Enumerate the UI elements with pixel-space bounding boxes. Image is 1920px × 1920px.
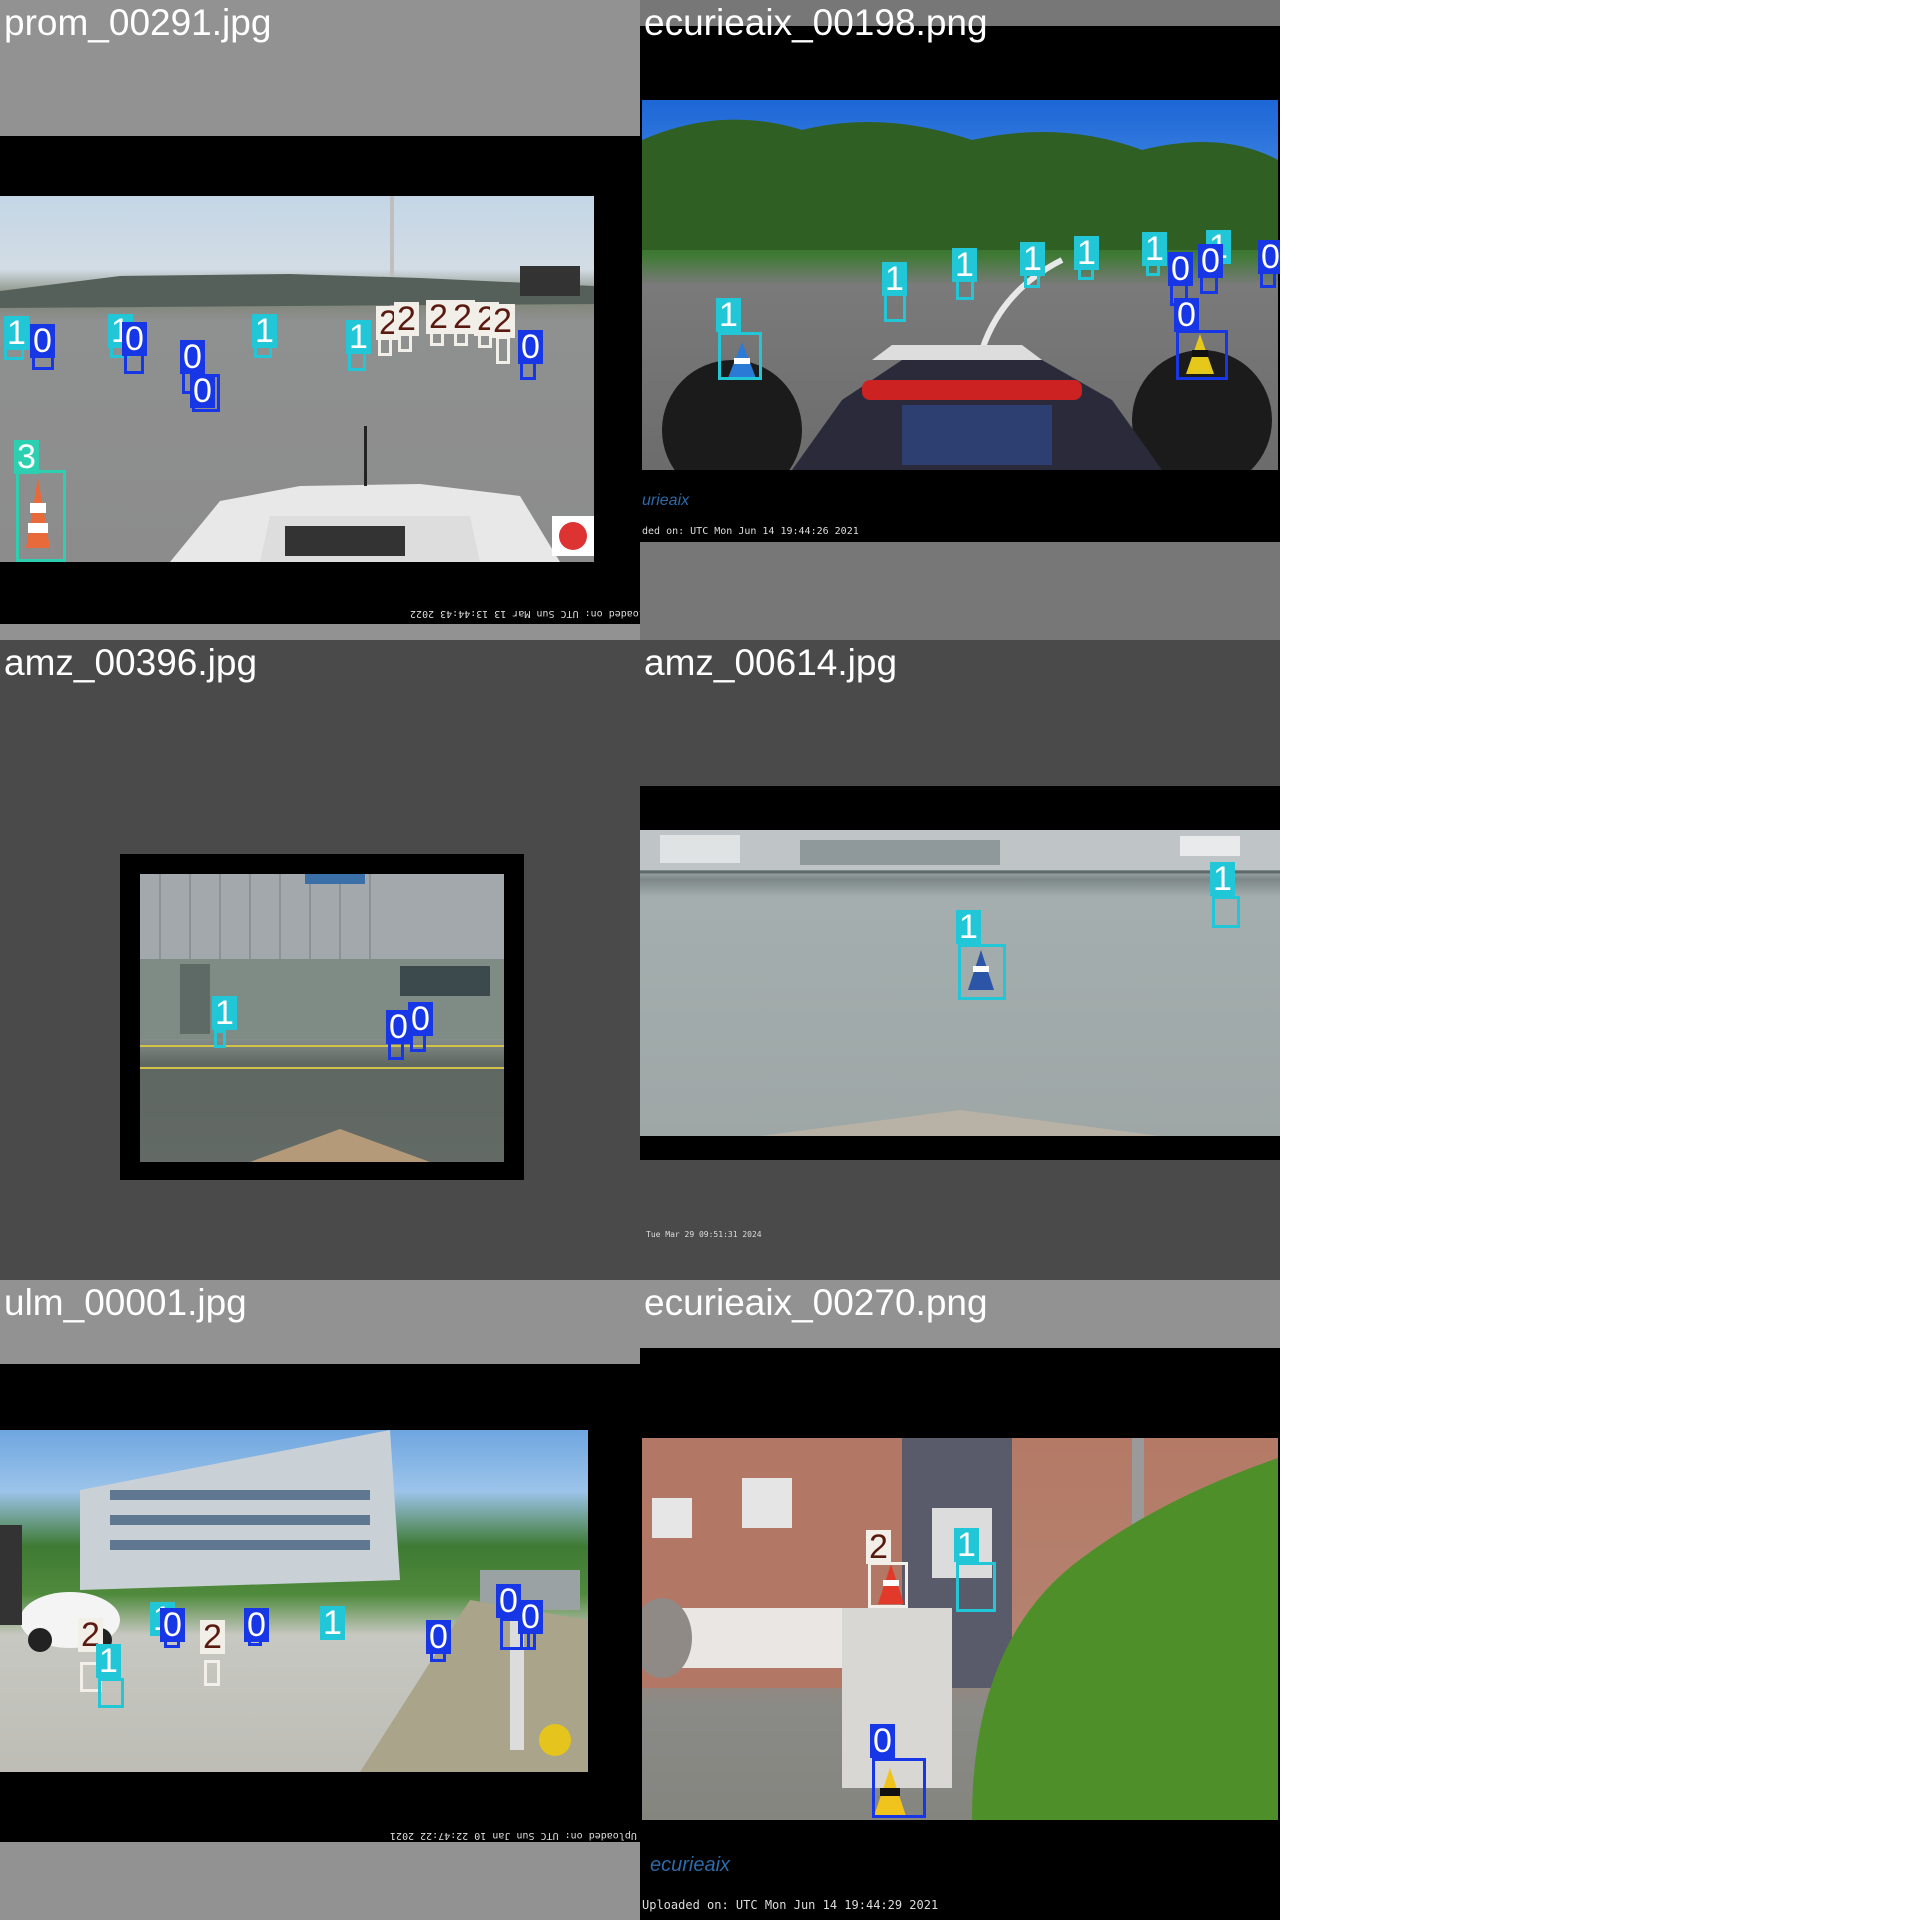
detection-box [214, 1030, 226, 1048]
detection-box [956, 1562, 996, 1612]
cone-icon [968, 950, 994, 990]
detection-box [204, 1660, 220, 1686]
camera-image [140, 874, 504, 1162]
detection-box [718, 332, 762, 380]
camera-image [0, 1430, 588, 1772]
detection-box [16, 470, 66, 562]
upload-timestamp: Uploaded on: UTC Sun Mar 13 13:44:43 202… [410, 608, 640, 619]
detection-label: 2 [394, 302, 419, 336]
upload-timestamp: Tue Mar 29 09:51:31 2024 [646, 1230, 762, 1239]
detection-label: 1 [252, 314, 277, 348]
tile-ecurieaix-00198: ecurieaix_00198.png 1 [640, 0, 1280, 640]
detection-label: 1 [954, 1528, 979, 1562]
detection-label: 0 [1174, 298, 1199, 332]
upload-timestamp: ded on: UTC Mon Jun 14 19:44:26 2021 [642, 526, 859, 537]
detection-label: 1 [4, 316, 29, 350]
detection-label: 1 [716, 298, 741, 332]
cone-icon [874, 1768, 906, 1816]
detection-label: 1 [212, 996, 237, 1030]
detection-box [500, 1618, 530, 1650]
detection-label: 1 [882, 262, 907, 296]
upload-timestamp: Uploaded on: UTC Sun Jan 10 22:47:22 202… [390, 1830, 637, 1841]
cone-icon [878, 1564, 904, 1604]
detection-label: 0 [870, 1724, 895, 1758]
tile-filename: ecurieaix_00270.png [644, 1282, 988, 1323]
detection-label: 1 [952, 248, 977, 282]
detection-label: 0 [408, 1002, 433, 1036]
ecurieaix-logo: ecurieaix [650, 1854, 731, 1876]
upload-timestamp: Uploaded on: UTC Mon Jun 14 19:44:29 202… [642, 1898, 939, 1912]
detection-label: 2 [426, 300, 451, 334]
tile-filename: ecurieaix_00198.png [644, 2, 988, 43]
detection-label: 1 [96, 1644, 121, 1678]
tile-prom-00291: prom_00291.jpg 1 1 [0, 0, 640, 640]
detection-label: 0 [518, 1600, 543, 1634]
cone-icon [1186, 334, 1214, 374]
detection-label: 0 [1258, 240, 1280, 274]
tile-filename: amz_00396.jpg [4, 642, 258, 683]
detection-label: 0 [426, 1620, 451, 1654]
detection-label: 0 [386, 1010, 411, 1044]
camera-image [0, 196, 594, 562]
detection-label: 1 [346, 320, 371, 354]
detection-mosaic: prom_00291.jpg 1 1 [0, 0, 1280, 1920]
detection-box [872, 1758, 926, 1818]
tile-ulm-00001: ulm_00001.jpg 2 2 1 [0, 1280, 640, 1920]
detection-label: 0 [518, 330, 543, 364]
detection-label: 1 [320, 1606, 345, 1640]
detection-label: 0 [1198, 244, 1223, 278]
detection-box [98, 1678, 124, 1708]
detection-label: 1 [1142, 232, 1167, 266]
tile-amz-00396: amz_00396.jpg 1 0 [0, 640, 640, 1280]
detection-box [1212, 896, 1240, 928]
detection-label: 0 [160, 1608, 185, 1642]
tile-amz-00614: amz_00614.jpg 1 1 Tue Mar 29 09:51:31 20… [640, 640, 1280, 1280]
detection-label: 0 [122, 322, 147, 356]
detection-box [958, 944, 1006, 1000]
detection-label: 0 [190, 374, 215, 408]
detection-label: 1 [1210, 862, 1235, 896]
camera-image [642, 1438, 1278, 1820]
detection-label: 2 [450, 300, 475, 334]
tile-filename: prom_00291.jpg [4, 2, 272, 43]
detection-label: 2 [490, 304, 515, 338]
detection-label: 2 [78, 1618, 103, 1652]
tile-ecurieaix-00270: ecurieaix_00270.png [640, 1280, 1280, 1920]
tile-filename: amz_00614.jpg [644, 642, 898, 683]
detection-label: 0 [30, 324, 55, 358]
detection-label: 0 [496, 1584, 521, 1618]
detection-label: 1 [1020, 242, 1045, 276]
cone-icon [26, 478, 50, 548]
detection-label: 0 [180, 340, 205, 374]
detection-label: 1 [1074, 236, 1099, 270]
detection-label: 0 [1168, 252, 1193, 286]
tile-filename: ulm_00001.jpg [4, 1282, 247, 1323]
detection-box [496, 336, 510, 364]
detection-box [868, 1562, 908, 1608]
detection-label: 1 [956, 910, 981, 944]
detection-box [1176, 330, 1228, 380]
detection-label: 3 [14, 440, 39, 474]
detection-label: 2 [866, 1530, 891, 1564]
detection-label: 0 [244, 1608, 269, 1642]
ecurieaix-logo: urieaix [642, 492, 690, 509]
cone-icon [728, 342, 756, 378]
detection-label: 2 [200, 1620, 225, 1654]
